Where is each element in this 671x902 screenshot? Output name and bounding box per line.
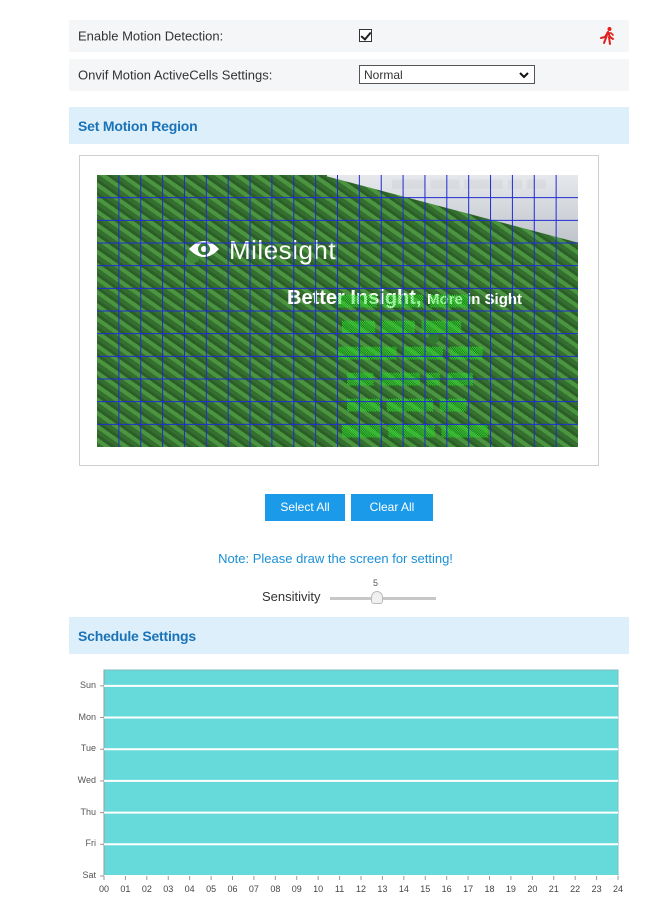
schedule-hour-label: 05 [206, 884, 217, 894]
schedule-hour-label: 10 [313, 884, 324, 894]
schedule-day-label: Tue [80, 743, 96, 754]
schedule-hour-label: 15 [420, 884, 431, 894]
schedule-hour-label: 23 [591, 884, 602, 894]
schedule-hour-label: 00 [98, 884, 109, 894]
schedule-hour-label: 06 [227, 884, 238, 894]
select-all-button[interactable]: Select All [265, 494, 345, 521]
schedule-fill-area[interactable] [103, 669, 619, 877]
schedule-hour-label: 03 [163, 884, 174, 894]
schedule-chart[interactable]: Sun Mon Tue Wed Thu Fri Sat 00 01 02 03 04 05 06 07 08 0… [66, 664, 626, 900]
video-tagline-c: More in Sight [427, 291, 523, 308]
schedule-hour-label: 22 [570, 884, 581, 894]
sensitivity-label: Sensitivity [262, 589, 321, 604]
schedule-title: Schedule Settings [78, 627, 196, 644]
sensitivity-control: Sensitivity 5 [262, 578, 442, 608]
enable-motion-label: Enable Motion Detection: [78, 28, 224, 44]
sensitivity-slider-track[interactable] [330, 597, 436, 600]
schedule-hour-label: 16 [441, 884, 452, 894]
motion-region-canvas[interactable]: Milesight Better Insight, More in Sight … [97, 175, 578, 447]
video-osd-line: ▒▒▒▒▒ ▒▒▒▒▒▒▒ ▒▒▒▒ [347, 399, 467, 412]
schedule-hour-label: 04 [184, 884, 195, 894]
schedule-hour-label: 09 [291, 884, 302, 894]
video-logo: Milesight [187, 235, 336, 266]
schedule-day-label: Mon [78, 711, 96, 722]
sensitivity-slider-handle[interactable] [371, 591, 383, 604]
schedule-hour-label: 17 [463, 884, 474, 894]
video-osd-line: ▒▒▒▒▒ ▒▒▒▒▒ ▒▒▒▒▒▒ [342, 321, 462, 334]
video-logo-text: Milesight [229, 235, 337, 265]
video-tagline-b: Insight, [350, 287, 422, 309]
schedule-hour-label: 13 [377, 884, 388, 894]
schedule-hour-label: 02 [141, 884, 152, 894]
schedule-section: Schedule Settings [69, 617, 629, 654]
motion-region-title: Set Motion Region [78, 117, 198, 134]
schedule-hour-label: 24 [612, 884, 623, 894]
schedule-grid[interactable] [66, 664, 626, 900]
motion-region-section: Set Motion Region [69, 107, 629, 144]
onvif-activecells-select[interactable]: Normal [359, 65, 535, 84]
schedule-day-label: Wed [77, 774, 96, 785]
schedule-hour-label: 20 [527, 884, 538, 894]
schedule-day-label: Thu [80, 806, 96, 817]
schedule-hour-label: 07 [248, 884, 259, 894]
schedule-hour-label: 12 [355, 884, 366, 894]
milesight-logo-icon [189, 241, 219, 257]
enable-motion-checkbox[interactable] [359, 29, 372, 42]
schedule-day-label: Sun [79, 679, 96, 690]
motion-runner-icon [600, 27, 614, 45]
schedule-day-label: Sat [82, 870, 96, 880]
onvif-activecells-row: Onvif Motion ActiveCells Settings: Norma… [69, 59, 629, 91]
draw-note: Note: Please draw the screen for setting… [218, 551, 453, 566]
sensitivity-value: 5 [373, 578, 379, 588]
video-osd-line: ▒▒▒▒▒▒ ▒▒▒▒▒▒▒ ▒▒▒▒▒▒▒ [342, 425, 488, 438]
enable-motion-row: Enable Motion Detection: [69, 20, 629, 52]
schedule-hour-label: 08 [270, 884, 281, 894]
motion-grid[interactable] [97, 175, 578, 447]
schedule-hour-label: 01 [120, 884, 131, 894]
schedule-day-label: Fri [85, 838, 97, 849]
chevron-down-icon [519, 72, 529, 79]
onvif-activecells-label: Onvif Motion ActiveCells Settings: [78, 67, 273, 83]
clear-all-button[interactable]: Clear All [351, 494, 433, 521]
schedule-hour-label: 14 [398, 884, 409, 894]
schedule-hour-label: 19 [505, 884, 516, 894]
schedule-hour-label: 21 [548, 884, 559, 894]
schedule-hour-label: 18 [484, 884, 495, 894]
schedule-hour-label: 11 [334, 884, 345, 894]
onvif-activecells-value: Normal [364, 68, 403, 82]
